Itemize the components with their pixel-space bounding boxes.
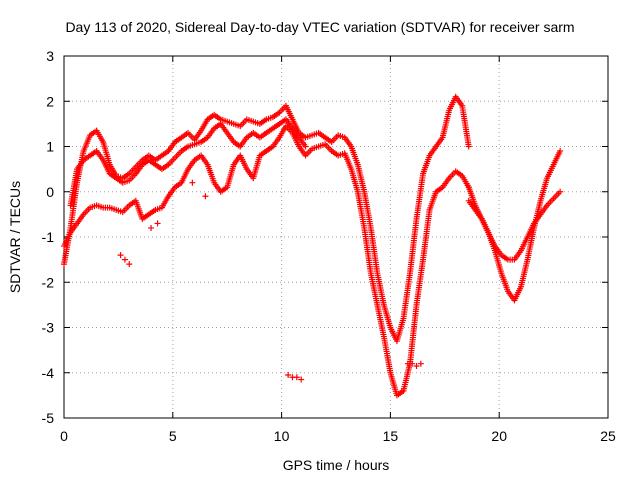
data-point bbox=[557, 148, 564, 155]
y-tick-label: 0 bbox=[46, 184, 54, 200]
data-marks bbox=[61, 93, 564, 399]
y-tick-label: 3 bbox=[46, 48, 54, 64]
y-tick-label: 2 bbox=[46, 93, 54, 109]
x-tick-label: 10 bbox=[274, 428, 290, 444]
data-point bbox=[465, 143, 472, 150]
data-point bbox=[148, 224, 155, 231]
grid bbox=[64, 56, 608, 418]
y-axis-title: SDTVAR / TECUs bbox=[7, 181, 23, 293]
data-point bbox=[417, 360, 424, 367]
data-point bbox=[189, 179, 196, 186]
x-axis-title: GPS time / hours bbox=[283, 457, 390, 473]
data-point bbox=[121, 256, 128, 263]
data-point bbox=[293, 374, 300, 381]
data-point bbox=[557, 188, 564, 195]
axis-ticks: 0 5 10 15 20 25 -5 -4 -3 -2 -1 0 1 2 3 bbox=[42, 48, 616, 444]
y-tick-label: -3 bbox=[42, 320, 55, 336]
x-tick-label: 25 bbox=[600, 428, 616, 444]
x-tick-label: 20 bbox=[491, 428, 507, 444]
data-point bbox=[117, 252, 124, 259]
x-tick-label: 5 bbox=[169, 428, 177, 444]
data-point bbox=[413, 362, 420, 369]
data-point bbox=[302, 143, 309, 150]
y-tick-label: -2 bbox=[42, 274, 55, 290]
y-tick-label: -4 bbox=[42, 365, 55, 381]
x-tick-label: 15 bbox=[383, 428, 399, 444]
data-point bbox=[285, 372, 292, 379]
y-tick-label: 1 bbox=[46, 139, 54, 155]
data-point bbox=[298, 376, 305, 383]
data-point bbox=[126, 261, 133, 268]
chart-title: Day 113 of 2020, Sidereal Day-to-day VTE… bbox=[65, 19, 574, 35]
data-point bbox=[202, 193, 209, 200]
data-point bbox=[154, 220, 161, 227]
x-tick-label: 0 bbox=[60, 428, 68, 444]
data-point bbox=[409, 360, 416, 367]
y-tick-label: -5 bbox=[42, 410, 55, 426]
y-tick-label: -1 bbox=[42, 229, 55, 245]
